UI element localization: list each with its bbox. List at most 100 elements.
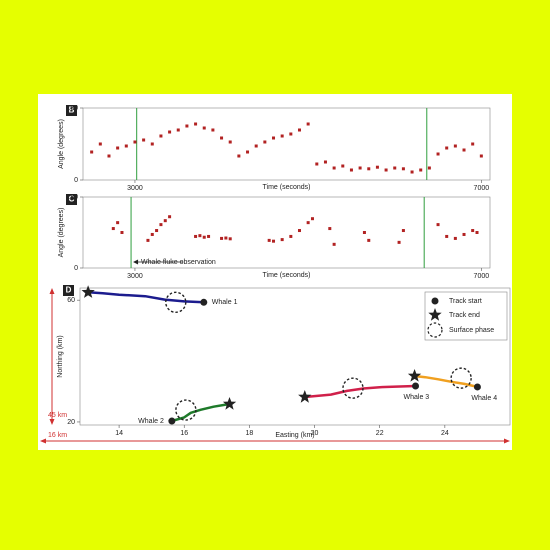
track-end bbox=[81, 285, 95, 298]
angle-point bbox=[289, 234, 293, 238]
surface-phase bbox=[450, 367, 472, 389]
angle-point bbox=[332, 166, 336, 170]
track-line bbox=[414, 374, 478, 389]
angle-point bbox=[397, 240, 401, 244]
scale-label: 45 km bbox=[48, 412, 67, 419]
panel-letter: C bbox=[69, 195, 75, 204]
angle-point bbox=[211, 128, 215, 132]
angle-point bbox=[90, 150, 94, 154]
scale-arrowhead bbox=[504, 438, 510, 444]
angle-point bbox=[479, 154, 483, 158]
angle-point bbox=[146, 238, 150, 242]
angle-point bbox=[224, 236, 228, 240]
plot-frame bbox=[82, 196, 491, 269]
track-start bbox=[168, 417, 176, 425]
plot-frame bbox=[82, 107, 491, 181]
angle-point bbox=[133, 140, 137, 144]
angle-point bbox=[120, 231, 124, 234]
angle-point bbox=[116, 146, 120, 150]
angle-point bbox=[168, 215, 172, 219]
y-tick-label: 0 bbox=[74, 177, 78, 184]
annotation: Whale fluke observation bbox=[141, 259, 216, 266]
angle-point bbox=[453, 236, 457, 240]
legend-start-icon bbox=[431, 297, 439, 305]
angle-point bbox=[124, 144, 128, 148]
y-tick-label: 20 bbox=[67, 419, 75, 426]
angle-point bbox=[323, 160, 327, 164]
angle-point bbox=[306, 122, 310, 126]
track-start bbox=[412, 382, 420, 390]
y-tick-label: 60 bbox=[67, 297, 75, 304]
angle-point bbox=[349, 168, 353, 172]
track-line bbox=[304, 384, 416, 399]
angle-point bbox=[194, 122, 198, 126]
angle-point bbox=[267, 238, 271, 242]
angle-point bbox=[107, 154, 111, 158]
track-line bbox=[88, 291, 204, 304]
x-axis-label: Time (seconds) bbox=[263, 272, 311, 279]
angle-point bbox=[375, 165, 379, 169]
angle-point bbox=[419, 168, 423, 172]
angle-point bbox=[220, 136, 224, 140]
scale-arrowhead bbox=[49, 419, 55, 425]
scale-label: 16 km bbox=[48, 432, 67, 439]
angle-point bbox=[401, 167, 405, 171]
x-tick-label: 16 bbox=[180, 430, 188, 437]
angle-point bbox=[471, 142, 475, 146]
angle-point bbox=[280, 238, 284, 242]
angle-point bbox=[272, 136, 276, 140]
whale-label: Whale 3 bbox=[404, 394, 430, 401]
legend-box bbox=[424, 291, 508, 341]
angle-point bbox=[254, 144, 258, 148]
x-tick-label: 3000 bbox=[127, 185, 143, 192]
angle-point bbox=[150, 232, 154, 236]
angle-point bbox=[445, 146, 449, 150]
whale-label: Whale 1 bbox=[212, 299, 238, 306]
y-tick-label: 180 bbox=[66, 105, 78, 112]
angle-point bbox=[384, 168, 388, 172]
legend-label: Surface phase bbox=[449, 327, 494, 334]
x-tick-label: 24 bbox=[441, 430, 449, 437]
legend-surface-icon bbox=[427, 322, 443, 338]
angle-point bbox=[367, 167, 371, 171]
angle-point bbox=[228, 237, 232, 241]
angle-point bbox=[410, 170, 414, 174]
x-tick-label: 18 bbox=[245, 430, 253, 437]
angle-point bbox=[150, 142, 154, 146]
angle-point bbox=[471, 229, 475, 233]
angle-point bbox=[168, 130, 172, 134]
x-axis-label: Time (seconds) bbox=[263, 184, 311, 191]
angle-point bbox=[237, 154, 241, 158]
angle-point bbox=[306, 221, 310, 225]
surface-phase bbox=[175, 399, 197, 421]
angle-point bbox=[297, 229, 301, 233]
surface-phase bbox=[342, 377, 364, 399]
x-tick-label: 14 bbox=[115, 430, 123, 437]
angle-point bbox=[462, 148, 466, 152]
scale-arrowhead bbox=[49, 288, 55, 294]
angle-point bbox=[198, 234, 202, 238]
angle-point bbox=[358, 166, 362, 170]
angle-point bbox=[116, 221, 120, 225]
angle-point bbox=[445, 234, 449, 238]
angle-point bbox=[176, 128, 180, 132]
angle-point bbox=[185, 124, 189, 128]
angle-point bbox=[155, 229, 159, 233]
track-end bbox=[222, 397, 237, 410]
legend-label: Track start bbox=[449, 298, 482, 305]
scale-arrowhead bbox=[40, 438, 46, 444]
angle-point bbox=[436, 152, 440, 156]
angle-point bbox=[297, 128, 301, 132]
angle-point bbox=[220, 236, 224, 240]
track-end bbox=[407, 369, 422, 382]
angle-point bbox=[194, 234, 198, 238]
y-axis-label: Angle (degrees) bbox=[58, 208, 65, 258]
angle-point bbox=[289, 132, 293, 136]
annotation-arrowhead bbox=[133, 259, 139, 265]
panel-letter-box bbox=[63, 285, 74, 296]
angle-point bbox=[367, 238, 371, 242]
angle-point bbox=[202, 126, 206, 130]
y-axis-label: Angle (degrees) bbox=[58, 119, 65, 169]
angle-point bbox=[315, 162, 319, 166]
